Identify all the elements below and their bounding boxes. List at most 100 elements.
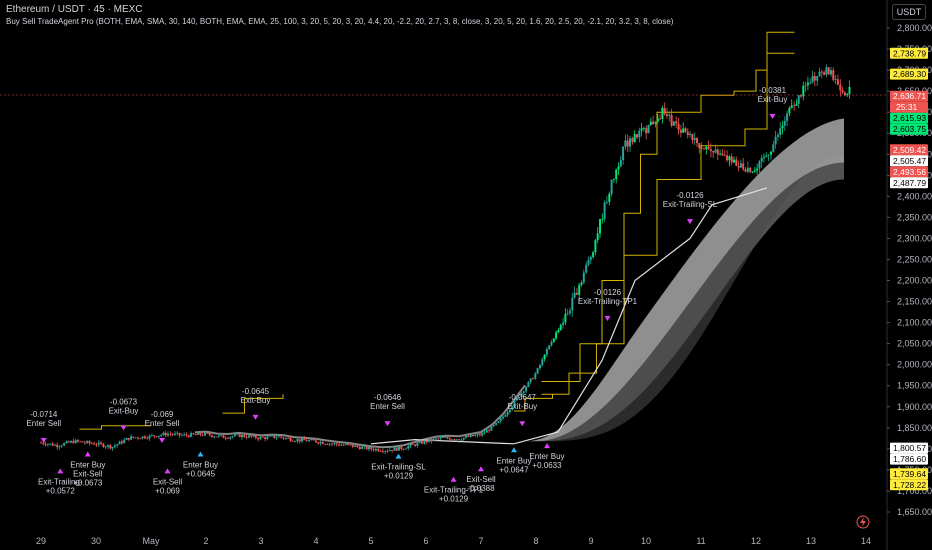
candle-body-75 [213, 436, 216, 438]
candle-body-218 [543, 354, 546, 360]
gold-trailing-2 [514, 394, 553, 412]
candle-body-129 [338, 444, 340, 446]
candle-body-63 [185, 434, 188, 436]
candle-body-150 [386, 450, 389, 452]
candle-body-225 [559, 325, 562, 331]
signal-11: Exit-Sell-0.0388 [466, 466, 496, 493]
candle-body-36 [123, 439, 126, 444]
candle-body-1 [42, 442, 45, 444]
candle-body-253 [624, 140, 627, 147]
candle-body-281 [689, 133, 692, 135]
candle-body-286 [700, 148, 703, 149]
candle-body-203 [508, 409, 511, 413]
signal-text-4-1: Enter Sell [145, 419, 180, 428]
currency-button[interactable]: USDT [892, 4, 926, 20]
candle-body-173 [439, 437, 442, 439]
signal-text-2-2: +0.0673 [73, 479, 103, 488]
candle-body-111 [296, 439, 299, 442]
signal-text-8-1: Enter Sell [370, 402, 405, 411]
candle-body-291 [712, 151, 715, 153]
candle-body-124 [326, 444, 329, 445]
candle-body-50 [155, 436, 158, 438]
candle-body-143 [370, 447, 373, 450]
y-tick-label-4: 1,850.00 [897, 423, 932, 433]
candle-body-137 [356, 445, 359, 447]
candle-body-223 [555, 332, 558, 339]
candle-body-102 [275, 437, 278, 439]
candle-body-289 [707, 146, 710, 150]
candle-body-345 [836, 79, 839, 85]
candle-body-198 [497, 421, 500, 423]
signal-text-3-1: Exit-Buy [109, 406, 139, 415]
price-tag-9: 1,800.57 [890, 442, 928, 454]
candle-body-78 [220, 435, 223, 437]
candle-body-285 [698, 143, 701, 149]
candle-body-342 [830, 70, 832, 75]
candle-body-169 [430, 439, 433, 441]
candle-body-149 [384, 450, 387, 452]
x-axis: 29 30 May 2 3 4 5 6 7 8 9 10 11 12 13 14 [36, 536, 871, 546]
candle-body-339 [823, 72, 826, 75]
price-tag-text-3: 2,615.93 [893, 113, 926, 123]
candle-body-42 [137, 437, 139, 439]
candle-body-243 [601, 218, 604, 220]
candle-body-0 [40, 442, 42, 444]
signal-text-14-1: +0.0633 [532, 461, 562, 470]
signal-arrow-down-17 [769, 113, 776, 119]
candle-body-68 [197, 432, 200, 435]
candle-body-302 [737, 166, 740, 168]
candle-body-126 [331, 443, 334, 445]
signal-text-13-0: -0.0647 [509, 393, 537, 402]
candle-body-15 [74, 440, 77, 443]
candle-body-37 [125, 438, 128, 440]
candle-body-23 [93, 443, 96, 445]
candle-body-80 [224, 438, 227, 439]
candle-body-176 [446, 437, 449, 439]
candle-body-235 [582, 272, 585, 283]
signal-text-12-1: +0.0647 [499, 465, 529, 474]
candle-body-175 [444, 437, 447, 438]
candle-body-69 [199, 432, 202, 435]
candle-body-154 [395, 447, 398, 451]
candle-body-112 [298, 439, 301, 442]
lightning-icon[interactable] [856, 515, 870, 529]
candle-body-192 [483, 432, 486, 434]
signal-text-9-0: Exit-Trailing-SL [371, 463, 426, 472]
candle-body-121 [319, 441, 322, 444]
candle-body-14 [72, 441, 75, 443]
candle-body-159 [407, 446, 410, 449]
candle-body-152 [391, 450, 394, 451]
candle-body-170 [432, 438, 435, 441]
candle-body-44 [141, 436, 144, 439]
candle-body-71 [204, 432, 206, 436]
candle-body-179 [453, 439, 456, 441]
candle-body-105 [282, 437, 285, 439]
candle-body-259 [638, 130, 641, 138]
price-candles [40, 64, 851, 455]
candle-body-95 [259, 436, 262, 439]
price-tag-bg-6 [890, 155, 928, 167]
candle-body-321 [781, 125, 784, 129]
signal-text-5-0: Exit-Sell [153, 477, 183, 486]
x-tick-label-15: 14 [861, 536, 871, 546]
candle-body-72 [206, 432, 209, 434]
price-tag-8: 2,487.79 [890, 177, 928, 189]
signal-text-1-0: Exit-Trailing- [38, 477, 83, 486]
candle-body-153 [393, 447, 396, 451]
candle-body-18 [81, 441, 84, 443]
candle-body-222 [552, 338, 555, 343]
candle-body-262 [645, 128, 648, 134]
candle-body-245 [605, 202, 608, 203]
gold-trailing-3 [541, 31, 795, 382]
price-tag-5: 2,509.42 [890, 144, 928, 156]
signal-text-6-0: Enter Buy [183, 461, 218, 470]
candle-body-64 [187, 435, 190, 437]
price-tags: 2,738.792,689.302,636.7125:312,615.932,6… [890, 47, 928, 491]
x-tick-label-1: 30 [91, 536, 101, 546]
candle-body-269 [661, 107, 664, 119]
signal-text-1-1: +0.0572 [46, 486, 76, 495]
candle-body-212 [529, 378, 532, 382]
